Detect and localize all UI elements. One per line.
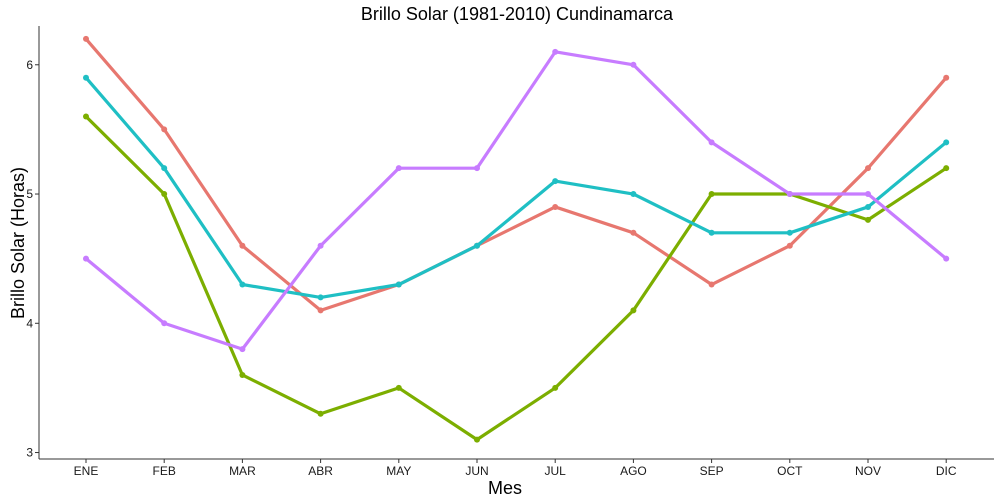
x-tick-label: NOV [855,464,881,478]
data-point [786,242,793,249]
series-line [84,76,948,300]
y-axis-title: Brillo Solar (Horas) [8,167,28,319]
data-point [630,191,637,198]
data-point [395,165,402,172]
data-point [552,48,559,55]
data-point [943,165,950,172]
data-point [239,346,246,353]
series-4 [83,48,950,353]
data-point [83,255,89,262]
x-tick-label: ENE [74,464,99,478]
data-point [630,229,637,236]
series-line [84,37,948,312]
data-point [708,139,715,146]
data-point [552,203,559,210]
data-point [395,281,402,288]
data-point [474,242,480,249]
series-line [84,50,948,351]
series-layer [83,35,950,443]
y-tick-label: 4 [26,316,33,330]
data-point [786,191,793,198]
data-point [865,165,871,172]
data-point [239,371,246,378]
data-point [630,307,637,314]
x-tick-label: ABR [308,464,333,478]
data-point [552,384,559,391]
x-tick-label: JUL [545,464,567,478]
data-point [708,281,715,288]
series-3 [83,74,950,301]
data-point [474,165,480,172]
data-point [552,178,559,185]
data-point [943,74,950,81]
data-point [161,165,168,172]
data-point [83,35,89,42]
series-line [84,114,948,442]
series-1 [83,35,950,314]
data-point [83,74,89,81]
data-point [83,113,89,120]
x-tick-label: JUN [465,464,488,478]
x-tick-label: OCT [777,464,803,478]
data-point [943,255,950,262]
data-point [708,191,715,198]
y-tick-label: 5 [26,187,33,201]
y-tick-label: 6 [26,58,33,72]
data-point [317,307,324,314]
data-point [865,191,871,198]
x-tick-label: SEP [700,464,724,478]
data-point [865,203,871,210]
data-point [161,191,168,198]
axes: 3 4 5 6 ENE FEB MAR ABR MAY JUN JUL AGO SEP OCT NOV DIC [26,26,994,478]
data-point [317,294,324,301]
x-tick-label: AGO [620,464,647,478]
data-point [317,410,324,417]
data-point [786,229,793,236]
chart-title: Brillo Solar (1981-2010) Cundinamarca [361,4,674,24]
data-point [161,126,168,133]
data-point [239,242,246,249]
data-point [865,216,871,223]
data-point [630,61,637,68]
data-point [161,320,168,327]
data-point [317,242,324,249]
data-point [395,384,402,391]
x-tick-label: FEB [153,464,176,478]
y-tick-label: 3 [26,446,33,460]
data-point [474,436,480,443]
x-tick-label: MAY [386,464,411,478]
series-2 [83,113,950,443]
x-axis-title: Mes [488,478,522,498]
x-tick-label: DIC [936,464,957,478]
data-point [239,281,246,288]
data-point [943,139,950,146]
data-point [708,229,715,236]
x-tick-label: MAR [229,464,256,478]
